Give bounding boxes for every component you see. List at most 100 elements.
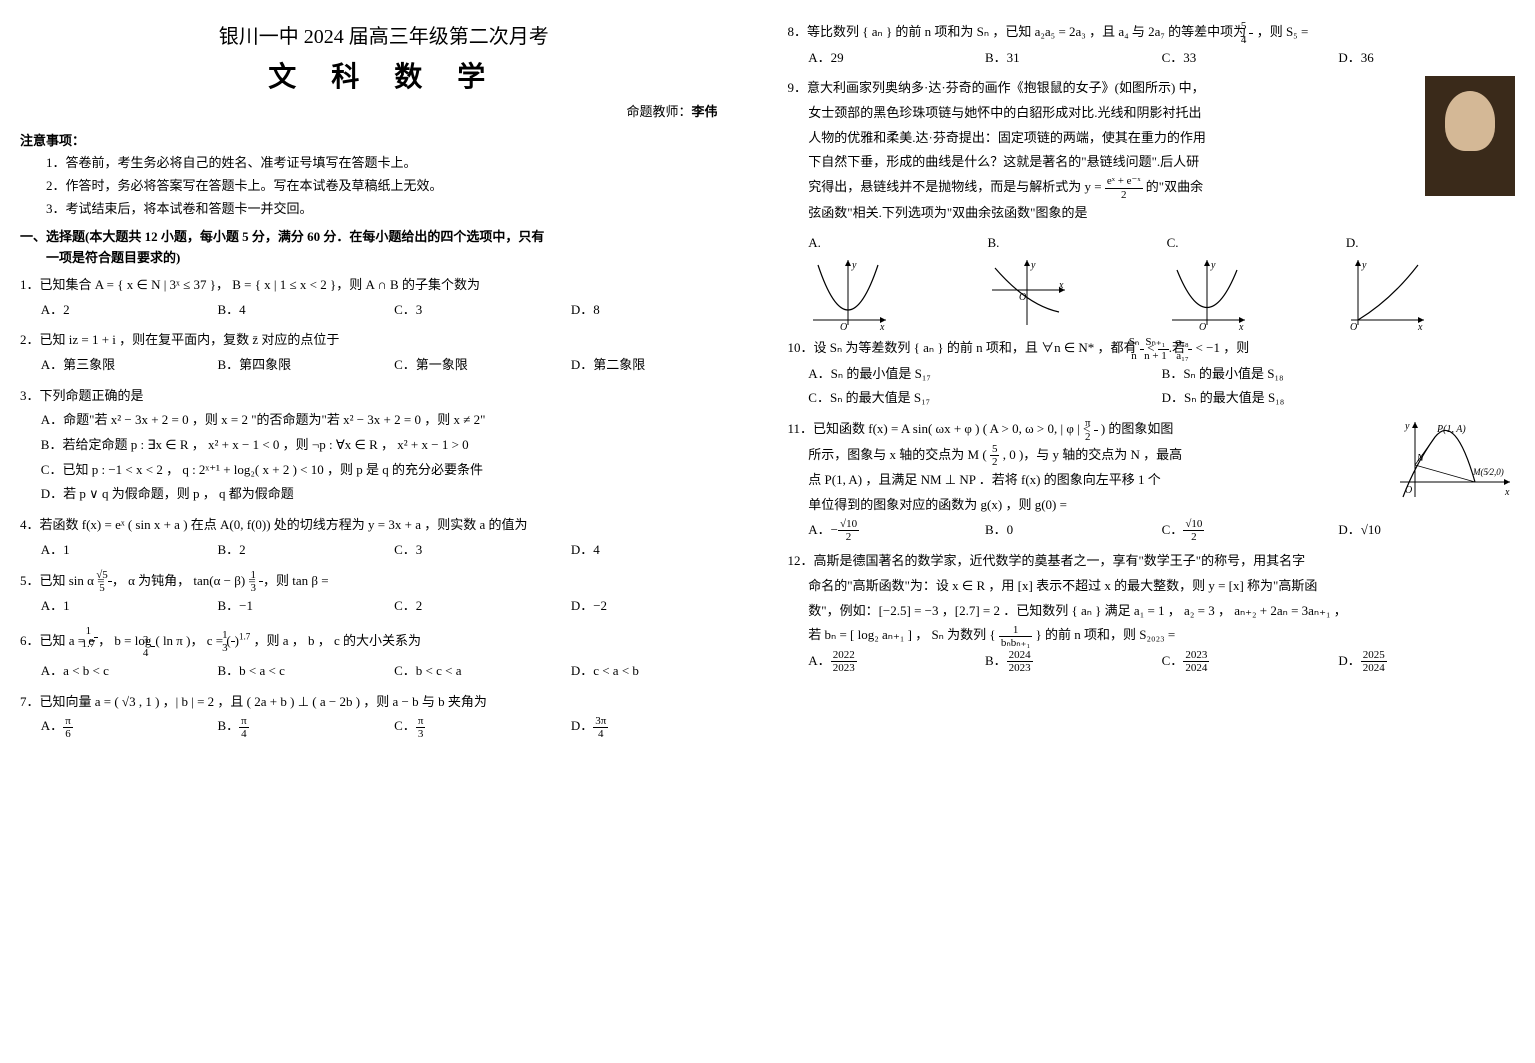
q1-opt-d: D．8 <box>571 298 748 323</box>
q6-opt-d: D．c < a < b <box>571 659 748 684</box>
q9-l6: 弦函数"相关.下列选项为"双曲余弦函数"图象的是 <box>788 201 1516 226</box>
q9-graph-d: D. y x O <box>1346 231 1515 330</box>
question-8: 8．等比数列 { aₙ } 的前 n 项和为 Sₙ ，已知 a₂a₅ = 2a₃… <box>788 20 1516 70</box>
svg-text:O: O <box>1350 322 1357 330</box>
q5-opt-c: C．2 <box>394 594 571 619</box>
question-9: 9．意大利画家列奥纳多·达·芬奇的画作《抱银鼠的女子》(如图所示) 中， 女士颈… <box>788 76 1516 330</box>
q9-l1: 9．意大利画家列奥纳多·达·芬奇的画作《抱银鼠的女子》(如图所示) 中， <box>788 76 1516 101</box>
q2-opt-b: B．第四象限 <box>217 353 394 378</box>
q7-opt-d: D．3π4 <box>571 714 748 740</box>
q10-stem: 10．设 Sₙ 为等差数列 { aₙ } 的前 n 项和，且 ∀n ∈ N* ，… <box>788 336 1516 362</box>
q4-opt-a: A．1 <box>41 538 218 563</box>
author-name: 李伟 <box>691 104 717 119</box>
q7-opt-c: C．π3 <box>394 714 571 740</box>
right-column: 8．等比数列 { aₙ } 的前 n 项和为 Sₙ ，已知 a₂a₅ = 2a₃… <box>788 20 1516 746</box>
q9-graph-b: B. y x O <box>987 231 1156 330</box>
q6-stem-prefix: 6．已知 <box>20 633 69 648</box>
q9-graphs: A. y x O B. y <box>788 231 1516 330</box>
q11-svg: y x O P(1, A) N M(5⁄2,0) <box>1395 417 1515 507</box>
notice-item-3: 3．考试结束后，将本试卷和答题卡一并交回。 <box>20 199 748 220</box>
q11-m-label: M(5⁄2,0) <box>1472 467 1504 477</box>
q8-opt-c: C．33 <box>1162 46 1339 71</box>
q9-l3: 人物的优雅和柔美.达·芬奇提出：固定项链的两端，使其在重力的作用 <box>788 126 1516 151</box>
q9-cosh-frac: eˣ + e⁻ˣ2 <box>1105 175 1143 200</box>
notice-heading: 注意事项： <box>20 130 748 149</box>
svg-text:O: O <box>840 322 847 330</box>
q11-n-label: N <box>1416 453 1425 464</box>
q6-c-base: 13 <box>231 629 235 654</box>
q10-options-row2: C．Sₙ 的最大值是 S₁₇ D．Sₙ 的最大值是 S₁₈ <box>788 386 1516 411</box>
question-6: 6．已知 a = e11.7， b = log34( ln π )， c = (… <box>20 625 748 684</box>
q1-opt-a: A．2 <box>41 298 218 323</box>
q4-opt-b: B．2 <box>217 538 394 563</box>
q9-label-b: B. <box>987 231 1156 256</box>
q3-opt-b: B．若给定命题 p : ∃x ∈ R ， x² + x − 1 < 0 ，则 ¬… <box>20 433 748 458</box>
q12-opt-d: D．20252024 <box>1338 649 1515 675</box>
question-2: 2．已知 iz = 1 + i ，则在复平面内，复数 z̄ 对应的点位于 A．第… <box>20 328 748 377</box>
q11-opt-c: C．√102 <box>1162 518 1339 544</box>
svg-text:x: x <box>1058 280 1064 291</box>
question-1: 1．已知集合 A = { x ∈ N | 3ˣ ≤ 37 }， B = { x … <box>20 273 748 322</box>
graph-a-svg: y x O <box>808 260 888 330</box>
q12-options: A．20222023 B．20242023 C．20232024 D．20252… <box>788 649 1516 675</box>
q9-graph-a: A. y x O <box>808 231 977 330</box>
q2-opt-a: A．第三象限 <box>41 353 218 378</box>
q10-options-row1: A．Sₙ 的最小值是 S₁₇ B．Sₙ 的最小值是 S₁₈ <box>788 362 1516 387</box>
q6-b-arg: ( ln π ) <box>155 633 190 648</box>
svg-text:y: y <box>1210 260 1216 271</box>
graph-d-svg: y x O <box>1346 260 1426 330</box>
q9-label-c: C. <box>1167 231 1336 256</box>
notice-item-1: 1．答卷前，考生务必将自己的姓名、准考证号填写在答题卡上。 <box>20 153 748 174</box>
q11-opt-d: D．√10 <box>1338 518 1515 544</box>
q3-opt-d: D．若 p ∨ q 为假命题，则 p ， q 都为假命题 <box>20 482 748 507</box>
exam-header-line2: 文 科 数 学 <box>20 55 748 95</box>
section-1-line1: 一、选择题(本大题共 12 小题，每小题 5 分，满分 60 分．在每小题给出的… <box>20 229 544 244</box>
q12-opt-a: A．20222023 <box>808 649 985 675</box>
q9-l5: 究得出，悬链线并不是抛物线，而是与解析式为 y = eˣ + e⁻ˣ2 的"双曲… <box>788 175 1516 201</box>
q6-a-exp: 11.7 <box>94 625 98 650</box>
q10-opt-c: C．Sₙ 的最大值是 S₁₇ <box>808 386 1161 411</box>
svg-text:y: y <box>1404 421 1410 432</box>
graph-b-svg: y x O <box>987 260 1067 330</box>
q7-options: A．π6 B．π4 C．π3 D．3π4 <box>20 714 748 740</box>
q11-p-label: P(1, A) <box>1436 424 1466 435</box>
q6-stem: 6．已知 a = e11.7， b = log34( ln π )， c = (… <box>20 625 748 659</box>
q12-l3: 数"，例如：[−2.5] = −3 ，[2.7] = 2 ．已知数列 { aₙ … <box>788 599 1516 624</box>
q7-stem: 7．已知向量 a = ( √3 , 1 ) ，| b | = 2 ，且 ( 2a… <box>20 690 748 715</box>
q2-opt-c: C．第一象限 <box>394 353 571 378</box>
svg-text:y: y <box>1361 260 1367 271</box>
section-1-heading: 一、选择题(本大题共 12 小题，每小题 5 分，满分 60 分．在每小题给出的… <box>20 227 748 269</box>
q12-l4: 若 bₙ = [ log₂ aₙ₊₁ ] ， Sₙ 为数列 { 1bₙbₙ₊₁ … <box>788 623 1516 649</box>
q5-opt-d: D．−2 <box>571 594 748 619</box>
q6-options: A．a < b < c B．b < a < c C．b < c < a D．c … <box>20 659 748 684</box>
q5-stem-prefix: 5．已知 sin α = <box>20 573 108 588</box>
painting-image <box>1425 76 1515 196</box>
q9-label-a: A. <box>808 231 977 256</box>
q10-opt-a: A．Sₙ 的最小值是 S₁₇ <box>808 362 1161 387</box>
question-4: 4．若函数 f(x) = eˣ ( sin x + a ) 在点 A(0, f(… <box>20 513 748 562</box>
q7-opt-a: A．π6 <box>41 714 218 740</box>
q9-label-d: D. <box>1346 231 1515 256</box>
q8-opt-b: B．31 <box>985 46 1162 71</box>
q12-opt-c: C．20232024 <box>1162 649 1339 675</box>
exam-page: 银川一中 2024 届高三年级第二次月考 文 科 数 学 命题教师：李伟 注意事… <box>20 20 1515 746</box>
q9-l4: 下自然下垂，形成的曲线是什么？这就是著名的"悬链线问题".后人研 <box>788 150 1516 175</box>
svg-text:x: x <box>879 322 885 330</box>
author-label: 命题教师： <box>626 104 691 119</box>
question-12: 12．高斯是德国著名的数学家，近代数学的奠基者之一，享有"数学王子"的称号，用其… <box>788 549 1516 674</box>
svg-text:x: x <box>1504 487 1510 498</box>
question-7: 7．已知向量 a = ( √3 , 1 ) ，| b | = 2 ，且 ( 2a… <box>20 690 748 740</box>
q12-l1: 12．高斯是德国著名的数学家，近代数学的奠基者之一，享有"数学王子"的称号，用其… <box>788 549 1516 574</box>
q11-opt-b: B．0 <box>985 518 1162 544</box>
q11-figure: y x O P(1, A) N M(5⁄2,0) <box>1395 417 1515 507</box>
q3-opt-a: A．命题"若 x² − 3x + 2 = 0 ，则 x = 2 "的否命题为"若… <box>20 408 748 433</box>
q8-opt-a: A．29 <box>808 46 985 71</box>
q1-options: A．2 B．4 C．3 D．8 <box>20 298 748 323</box>
q5-stem-mid: ， α 为钝角， tan(α − β) = <box>112 573 259 588</box>
q11-options: A．−√102 B．0 C．√102 D．√10 <box>788 518 1516 544</box>
q9-graph-c: C. y x O <box>1167 231 1336 330</box>
q6-c-exp: 1.7 <box>239 632 250 642</box>
svg-text:y: y <box>1030 260 1036 271</box>
left-column: 银川一中 2024 届高三年级第二次月考 文 科 数 学 命题教师：李伟 注意事… <box>20 20 748 746</box>
question-3: 3．下列命题正确的是 A．命题"若 x² − 3x + 2 = 0 ，则 x =… <box>20 384 748 507</box>
